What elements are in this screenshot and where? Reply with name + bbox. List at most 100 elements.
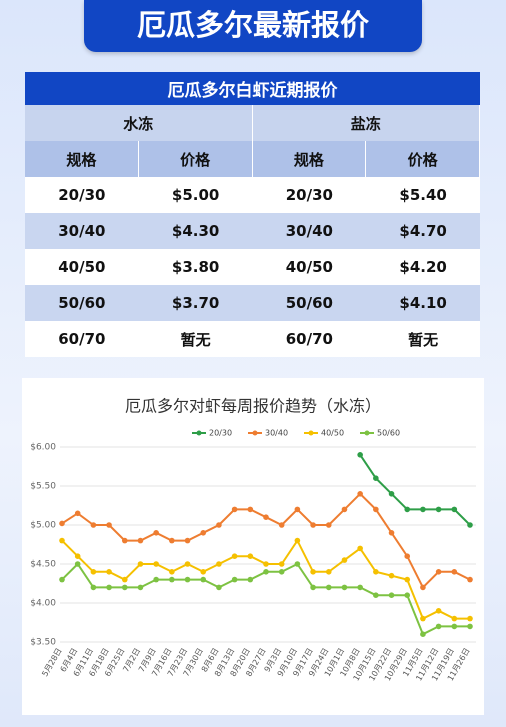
data-point [231, 576, 238, 583]
table-row: 30/40 $4.30 30/40 $4.70 [25, 213, 480, 249]
data-point [420, 631, 426, 637]
data-point [435, 608, 442, 614]
data-point [294, 506, 301, 513]
data-point [357, 584, 363, 591]
data-point [184, 537, 191, 544]
table-row: 40/50 $3.80 40/50 $4.20 [25, 249, 480, 285]
data-point [388, 491, 395, 497]
legend-marker [252, 430, 258, 436]
data-point [137, 561, 144, 567]
data-point [404, 576, 411, 583]
table-cell: 60/70 [58, 330, 106, 348]
group-row: 水冻 盐冻 [25, 105, 480, 141]
y-tick-label: $4.50 [30, 560, 56, 570]
data-point [216, 584, 222, 591]
y-tick-label: $5.00 [30, 521, 56, 531]
data-point [357, 545, 363, 552]
table-cell: 20/30 [58, 186, 106, 204]
data-point [184, 561, 191, 567]
y-tick-label: $6.00 [30, 443, 56, 453]
chart-title: 厄瓜多尔对虾每周报价趋势（水冻） [125, 397, 381, 416]
table-cell: $4.70 [399, 222, 447, 240]
data-point [106, 522, 112, 528]
data-point [263, 514, 269, 520]
data-point [121, 584, 128, 591]
data-point [467, 522, 473, 528]
data-point [451, 615, 458, 622]
banner-title: 厄瓜多尔最新报价 [84, 0, 422, 52]
data-point [278, 522, 285, 528]
chart-card: 厄瓜多尔对虾每周报价趋势（水冻） $3.50 $4.00 $4.50 $5.00 $5.… [22, 378, 484, 715]
data-point [90, 522, 97, 528]
data-point [467, 576, 473, 583]
data-point [137, 537, 144, 544]
data-point [74, 510, 81, 517]
data-point [231, 553, 238, 559]
data-point [325, 584, 332, 591]
data-point [216, 561, 222, 567]
table-cell: 60/70 [285, 330, 333, 348]
data-point [388, 592, 395, 598]
data-point [90, 584, 97, 591]
data-point [153, 530, 159, 536]
table-row: 50/60 $3.70 50/60 $4.10 [25, 285, 480, 321]
table-cell: $5.40 [399, 186, 447, 204]
data-point [404, 506, 411, 513]
data-point [341, 584, 348, 591]
data-point [231, 506, 238, 513]
data-point [121, 537, 128, 544]
data-point [247, 553, 254, 559]
data-point [137, 584, 144, 591]
table-cell: 30/40 [58, 222, 106, 240]
legend-marker [196, 430, 202, 436]
data-point [435, 569, 442, 575]
data-point [420, 584, 426, 591]
table-cell: $3.70 [171, 294, 220, 312]
data-point [451, 506, 458, 513]
data-point [357, 491, 363, 497]
column-row: 规格 价格 规格 价格 [25, 141, 480, 177]
data-point [278, 569, 285, 575]
column-header: 价格 [138, 141, 253, 177]
data-point [451, 569, 458, 575]
table-cell: $3.80 [171, 258, 220, 276]
data-point [420, 615, 426, 622]
legend-marker [364, 430, 370, 436]
table-cell: 暂无 [408, 330, 439, 349]
table-cell: $4.10 [399, 294, 447, 312]
x-tick-label: 5月28日 [40, 647, 63, 679]
y-tick-label: $4.00 [30, 599, 56, 609]
group-header: 盐冻 [252, 105, 480, 141]
data-point [59, 537, 65, 544]
table-cell: 40/50 [285, 258, 333, 276]
data-point [373, 475, 379, 481]
data-point [435, 623, 442, 630]
data-point [153, 576, 159, 583]
data-point [388, 530, 395, 536]
data-point [90, 569, 97, 575]
data-point [59, 520, 65, 527]
data-point [294, 561, 301, 567]
legend-label: 40/50 [321, 429, 344, 438]
data-point [200, 569, 207, 575]
data-point [373, 569, 379, 575]
data-point [467, 623, 473, 630]
data-point [373, 506, 379, 513]
data-point [169, 576, 175, 583]
legend-marker [308, 430, 314, 436]
data-point [467, 615, 473, 622]
y-tick-label: $3.50 [30, 638, 56, 648]
series-line [359, 454, 471, 526]
data-point [325, 569, 332, 575]
column-header: 规格 [252, 141, 367, 177]
data-point [294, 537, 301, 544]
data-point [435, 506, 442, 513]
chart: 厄瓜多尔对虾每周报价趋势（水冻） $3.50 $4.00 $4.50 $5.00 $5.… [30, 397, 476, 682]
data-point [404, 553, 411, 559]
data-point [373, 592, 379, 598]
table-title: 厄瓜多尔白虾近期报价 [25, 72, 480, 105]
table-row: 60/70 暂无 60/70 暂无 [25, 321, 480, 357]
data-point [74, 561, 81, 567]
data-point [310, 584, 316, 591]
